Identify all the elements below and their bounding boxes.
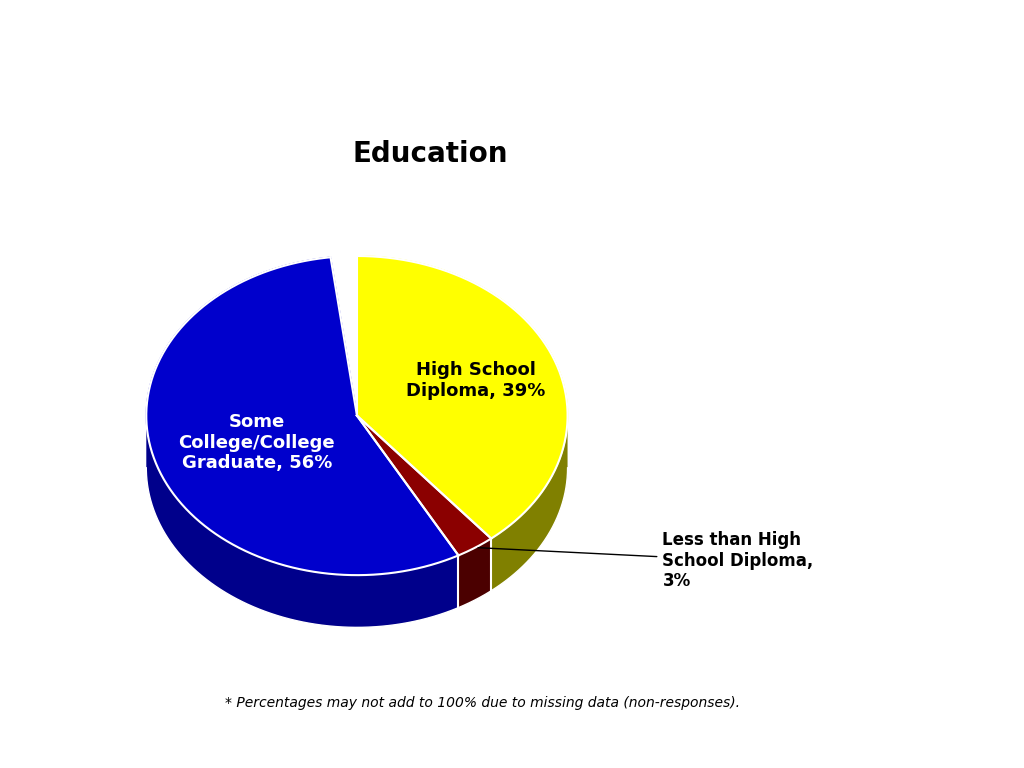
Polygon shape xyxy=(459,538,492,607)
Polygon shape xyxy=(492,412,567,591)
Text: Demographics of Survey
Population: Demographics of Survey Population xyxy=(59,13,743,129)
Polygon shape xyxy=(146,413,459,627)
Text: High School
Diploma, 39%: High School Diploma, 39% xyxy=(407,361,546,400)
Text: Some
College/College
Graduate, 56%: Some College/College Graduate, 56% xyxy=(178,413,335,472)
Text: Less than High
School Diploma,
3%: Less than High School Diploma, 3% xyxy=(478,531,814,591)
Polygon shape xyxy=(357,415,492,555)
Polygon shape xyxy=(146,257,459,575)
Text: Education: Education xyxy=(352,140,508,167)
Text: * Percentages may not add to 100% due to missing data (non-responses).: * Percentages may not add to 100% due to… xyxy=(225,696,740,710)
Polygon shape xyxy=(357,256,567,538)
